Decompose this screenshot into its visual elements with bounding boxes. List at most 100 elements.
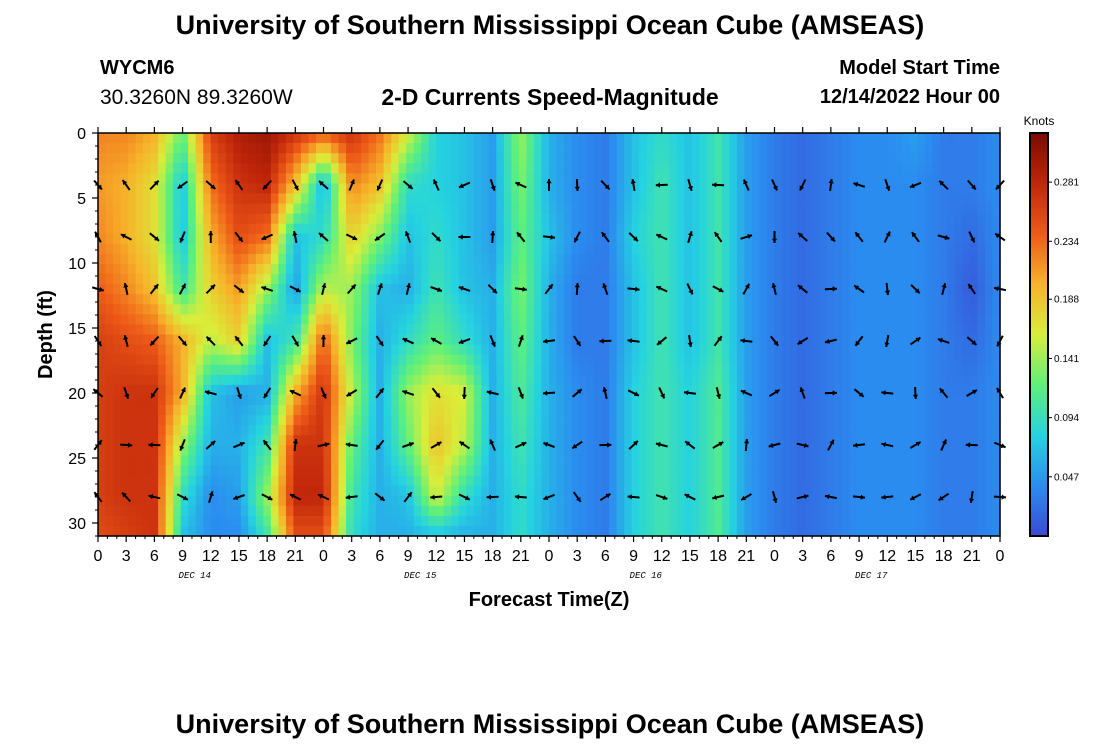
heatmap-cell [428,445,437,456]
heatmap-cell [225,374,234,386]
heatmap-cell [947,233,956,245]
heatmap-cell [436,213,445,225]
heatmap-cell [218,284,227,295]
heatmap-cell [766,495,776,507]
heatmap-cell [774,284,783,295]
heatmap-cell [924,374,933,386]
heatmap-cell [977,525,986,537]
heatmap-cell [173,495,182,507]
heatmap-cell [195,143,204,154]
heatmap-cell [699,445,708,456]
heatmap-cell [571,455,580,467]
heatmap-cell [744,334,753,346]
heatmap-cell [902,515,911,527]
heatmap-cell [954,163,964,174]
heatmap-cell [917,425,926,436]
heatmap-cell [518,263,528,275]
heatmap-cell [699,203,708,215]
heatmap-cell [969,405,979,416]
heatmap-cell [451,263,460,275]
heatmap-cell [902,284,911,295]
heatmap-cell [646,143,655,154]
heatmap-cell [586,455,595,467]
heatmap-cell [203,324,212,336]
heatmap-cell [736,374,746,386]
heatmap-cell [812,223,821,235]
heatmap-cell [797,495,806,507]
heatmap-cell [669,143,678,154]
heatmap-cell [270,173,279,184]
heatmap-cell [473,425,482,436]
heatmap-cell [383,394,392,406]
heatmap-cell [128,294,137,305]
heatmap-cell [120,153,129,164]
heatmap-cell [383,153,392,164]
heatmap-cell [601,485,610,497]
heatmap-cell [932,394,941,406]
heatmap-cell [729,334,738,346]
heatmap-cell [962,505,971,517]
heatmap-cell [398,475,407,487]
heatmap-cell [120,364,129,376]
heatmap-cell [902,314,911,326]
heatmap-cell [511,394,520,406]
heatmap-cell [458,193,467,205]
heatmap-cell [165,435,174,446]
heatmap-cell [879,173,888,184]
heatmap-cell [616,183,625,195]
heatmap-cell [391,183,400,195]
heatmap-cell [887,274,896,285]
current-vector-arrow [458,181,471,189]
heatmap-cell [751,243,761,255]
heatmap-cell [812,445,821,456]
heatmap-cell [571,344,580,356]
heatmap-cell [549,213,558,225]
heatmap-cell [594,153,603,164]
heatmap-cell [240,475,249,487]
current-vector-arrow [345,389,358,397]
heatmap-cell [744,525,753,537]
heatmap-cell [308,253,317,265]
heatmap-cell [451,465,460,477]
heatmap-cell [451,495,460,507]
heatmap-cell [338,425,347,436]
current-vector-arrow [771,179,778,191]
heatmap-cell [376,183,385,195]
heatmap-cell [579,304,588,315]
heatmap-cell [150,354,159,366]
heatmap-cell [391,415,400,426]
heatmap-cell [248,435,257,446]
heatmap-cell [774,505,783,517]
heatmap-cell [879,445,888,456]
heatmap-cell [541,374,550,386]
heatmap-cell [285,183,295,195]
heatmap-cell [571,384,580,396]
heatmap-cell [210,314,219,326]
heatmap-cell [872,263,881,275]
heatmap-cell [879,354,888,366]
heatmap-cell [977,304,986,315]
heatmap-cell [458,344,467,356]
heatmap-cell [654,374,663,386]
heatmap-cell [909,334,918,346]
heatmap-cell [361,284,370,295]
heatmap-cell [308,435,317,446]
heatmap-cell [120,485,129,497]
heatmap-cell [676,475,685,487]
heatmap-cell [579,284,588,295]
heatmap-cell [579,223,588,235]
heatmap-cell [376,415,385,426]
heatmap-cell [954,274,964,285]
heatmap-cell [466,465,475,477]
heatmap-cell [503,425,513,436]
heatmap-cell [421,475,430,487]
heatmap-cell [263,153,272,164]
heatmap-cell [511,263,520,275]
heatmap-cell [488,253,497,265]
heatmap-cell [962,304,971,315]
heatmap-cell [188,505,197,517]
heatmap-cell [909,384,918,396]
heatmap-cell [759,294,768,305]
heatmap-cell [857,163,866,174]
heatmap-cell [398,213,407,225]
